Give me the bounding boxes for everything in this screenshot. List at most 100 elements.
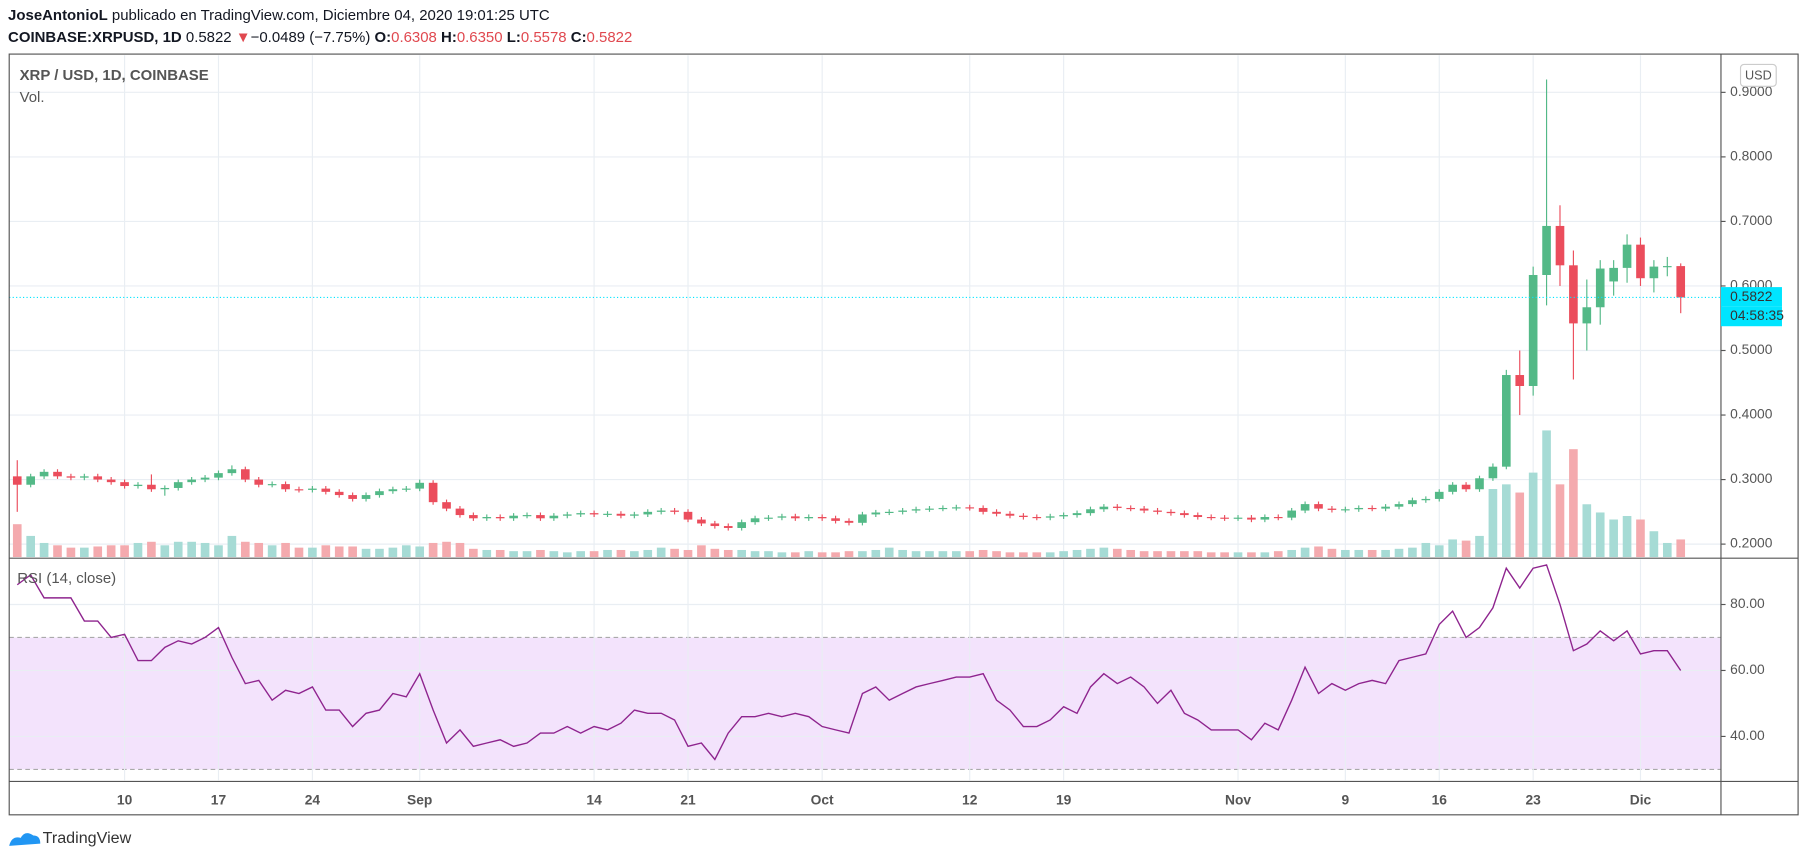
ohlc-label: H: bbox=[441, 29, 457, 46]
volume-bar bbox=[562, 552, 572, 558]
candle-body bbox=[697, 519, 706, 524]
volume-bar bbox=[1260, 552, 1270, 558]
volume-bar bbox=[777, 552, 787, 558]
published: publicado en TradingView.com, Diciembre … bbox=[112, 7, 550, 24]
candle-body bbox=[1609, 267, 1618, 282]
volume-bar bbox=[992, 551, 1001, 558]
volume-bar bbox=[1032, 552, 1042, 558]
volume-bar bbox=[656, 547, 666, 558]
volume-bar bbox=[791, 552, 800, 558]
candle-body bbox=[375, 491, 384, 496]
candle-body bbox=[240, 469, 250, 480]
candle-body bbox=[1166, 511, 1176, 514]
volume-bar bbox=[1649, 531, 1659, 558]
candle-body bbox=[603, 513, 612, 515]
volume-bar bbox=[1233, 552, 1243, 558]
volume-bar bbox=[1676, 539, 1686, 558]
candle-body bbox=[898, 510, 907, 512]
volume-bar bbox=[978, 549, 988, 558]
y-tick-label: 40.00 bbox=[1730, 727, 1765, 743]
candle-body bbox=[1636, 244, 1645, 279]
candle-body bbox=[1072, 513, 1082, 516]
volume-bar bbox=[817, 552, 827, 558]
volume-bar bbox=[858, 551, 867, 558]
candle-body bbox=[93, 476, 103, 480]
candle-body bbox=[321, 488, 331, 492]
candle-body bbox=[992, 511, 1001, 514]
candle-body bbox=[334, 491, 344, 496]
candle-body bbox=[643, 511, 653, 515]
x-tick-label: 12 bbox=[962, 792, 978, 808]
candle-body bbox=[187, 479, 196, 483]
candle-body bbox=[1045, 516, 1055, 518]
volume-bar bbox=[1112, 548, 1122, 558]
volume-bar bbox=[1126, 549, 1136, 558]
candle-body bbox=[978, 507, 988, 512]
volume-bar bbox=[1421, 542, 1431, 558]
currency-box[interactable] bbox=[1739, 63, 1777, 87]
ohlc-label: L: bbox=[507, 29, 521, 46]
volume-bar bbox=[616, 549, 626, 558]
chart-frame bbox=[8, 53, 1799, 816]
candle-body bbox=[254, 479, 264, 485]
y-tick-label: 60.00 bbox=[1730, 661, 1765, 677]
volume-bar bbox=[482, 549, 492, 558]
volume-bar bbox=[361, 548, 371, 558]
candle-body bbox=[844, 520, 854, 523]
candle-body bbox=[1367, 507, 1377, 510]
volume-bar bbox=[697, 545, 706, 558]
candle-body bbox=[1595, 268, 1605, 308]
volume-bar bbox=[1072, 549, 1082, 558]
candle-body bbox=[1260, 517, 1270, 520]
candle-body bbox=[858, 514, 867, 523]
volume-bar bbox=[911, 551, 921, 558]
volume-bar bbox=[120, 545, 129, 558]
volume-bar bbox=[951, 551, 961, 558]
volume-bar bbox=[227, 535, 237, 558]
candle-body bbox=[53, 471, 62, 477]
candle-body bbox=[884, 511, 894, 513]
candle-body bbox=[764, 517, 773, 519]
volume-bar bbox=[442, 541, 451, 558]
volume-bar bbox=[576, 551, 586, 558]
candle-body bbox=[348, 495, 357, 499]
volume-bar bbox=[737, 549, 746, 558]
candle-body bbox=[401, 488, 411, 490]
candle-body bbox=[388, 489, 398, 492]
candle-body bbox=[455, 508, 465, 516]
volume-label: Vol. bbox=[20, 89, 45, 106]
candle-body bbox=[630, 514, 639, 516]
volume-bar bbox=[1381, 549, 1390, 558]
symbol: COINBASE:XRPUSD, 1D bbox=[8, 29, 182, 46]
volume-bar bbox=[938, 551, 948, 558]
volume-bar bbox=[160, 545, 170, 558]
volume-bar bbox=[831, 552, 840, 558]
volume-bar bbox=[254, 542, 264, 558]
candle-body bbox=[509, 515, 518, 519]
candle-body bbox=[1233, 517, 1243, 519]
volume-bar bbox=[1622, 515, 1632, 558]
volume-bar bbox=[294, 547, 304, 558]
volume-bar bbox=[643, 549, 653, 558]
candle-body bbox=[1582, 307, 1592, 324]
volume-bar bbox=[1314, 546, 1323, 558]
candle-body bbox=[549, 515, 559, 519]
volume-bar bbox=[308, 547, 317, 558]
chart-title: XRP / USD, 1D, COINBASE bbox=[20, 67, 209, 84]
header-line-2: COINBASE:XRPUSD, 1D 0.5822 ▼−0.0489 (−7.… bbox=[8, 29, 632, 46]
brand: TradingView bbox=[43, 829, 132, 847]
volume-bar bbox=[428, 542, 438, 558]
candle-body bbox=[173, 482, 183, 488]
candle-body bbox=[294, 489, 304, 491]
volume-bar bbox=[884, 547, 894, 558]
volume-bar bbox=[1434, 545, 1444, 558]
candle-body bbox=[1421, 498, 1431, 501]
candle-body bbox=[1448, 484, 1457, 492]
candle-body bbox=[1475, 478, 1484, 490]
candle-body bbox=[1112, 506, 1122, 508]
candle-body bbox=[1300, 504, 1310, 511]
volume-bar bbox=[200, 542, 210, 558]
volume-bar bbox=[334, 546, 344, 558]
x-tick-label: 16 bbox=[1432, 792, 1448, 808]
candle-body bbox=[616, 513, 626, 516]
